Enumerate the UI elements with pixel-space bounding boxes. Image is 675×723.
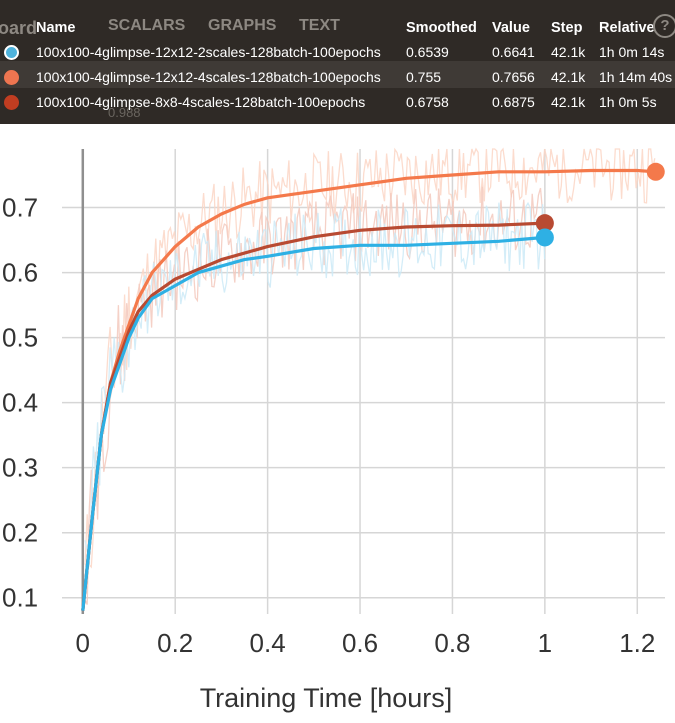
run-relative: 1h 0m 5s [599, 94, 657, 110]
run-name: 100x100-4glimpse-12x12-2scales-128batch-… [36, 44, 381, 60]
x-tick-label: 0 [76, 628, 90, 658]
run-step: 42.1k [551, 69, 586, 85]
tooltip-row: 100x100-4glimpse-8x8-4scales-128batch-10… [0, 91, 675, 117]
run-value: 0.7656 [492, 69, 535, 85]
header-value: Value [492, 20, 530, 36]
run-smoothed: 0.6758 [406, 94, 449, 110]
series-end-marker [535, 228, 554, 247]
run-step: 42.1k [551, 94, 586, 110]
run-tooltip: oard SCALARS GRAPHS TEXT 0.988 Name Smoo… [0, 0, 675, 124]
run-color-icon [4, 45, 19, 60]
tooltip-row: 100x100-4glimpse-12x12-2scales-128batch-… [0, 41, 675, 67]
run-smoothed: 0.755 [406, 69, 442, 85]
run-color-icon [4, 70, 19, 85]
run-name: 100x100-4glimpse-12x12-4scales-128batch-… [36, 69, 381, 85]
series-end-marker [646, 162, 665, 181]
chart-grid [62, 149, 665, 614]
tick-labels-layer: 0.1 0.2 0.3 0.4 0.5 0.6 0.7 0 0.2 0.4 0.6 0.8 1 1.2 [2, 193, 655, 658]
x-axis-label: Training Time [hours] [200, 683, 453, 713]
y-tick-label: 0.3 [2, 453, 38, 483]
x-tick-label: 1 [538, 628, 552, 658]
header-name: Name [36, 20, 76, 36]
y-tick-label: 0.6 [2, 258, 38, 288]
header-relative: Relative [599, 20, 655, 36]
series-line [81, 235, 546, 611]
y-tick-label: 0.4 [2, 388, 38, 418]
y-tick-label: 0.5 [2, 323, 38, 353]
tab-text[interactable]: TEXT [299, 17, 340, 34]
accuracy-chart: 0.1 0.2 0.3 0.4 0.5 0.6 0.7 0 0.2 0.4 0.6 0.8 1 1.2 T… [2, 147, 665, 713]
row-highlight-band [0, 61, 675, 88]
ghost-value: 0.988 [108, 105, 141, 120]
run-step: 42.1k [551, 44, 586, 60]
series-end-marker [535, 214, 554, 233]
tab-graphs[interactable]: GRAPHS [208, 17, 277, 34]
raw-trace [84, 201, 546, 567]
x-tick-label: 1.2 [619, 628, 655, 658]
x-tick-label: 0.4 [250, 628, 286, 658]
run-value: 0.6875 [492, 94, 535, 110]
run-name: 100x100-4glimpse-8x8-4scales-128batch-10… [36, 94, 366, 110]
raw-noise-layer [84, 147, 656, 605]
help-icon[interactable]: ? [653, 14, 675, 38]
series-line [81, 221, 545, 611]
y-tick-label: 0.7 [2, 193, 38, 223]
run-relative: 1h 14m 40s [599, 69, 673, 85]
tab-scalars[interactable]: SCALARS [108, 17, 186, 34]
raw-trace [84, 186, 546, 605]
tooltip-row: 100x100-4glimpse-12x12-4scales-128batch-… [0, 66, 675, 92]
raw-trace [84, 147, 656, 569]
run-relative: 1h 0m 14s [599, 44, 665, 60]
x-tick-label: 0.8 [434, 628, 470, 658]
smoothed-lines-layer [81, 162, 665, 611]
run-value: 0.6641 [492, 44, 535, 60]
y-tick-label: 0.1 [2, 583, 38, 613]
y-tick-label: 0.2 [2, 518, 38, 548]
run-color-icon [4, 95, 19, 110]
app-name-fragment: oard [0, 18, 38, 38]
x-tick-label: 0.6 [342, 628, 378, 658]
header-smoothed: Smoothed [406, 20, 477, 36]
x-tick-label: 0.2 [157, 628, 193, 658]
header-step: Step [551, 20, 583, 36]
run-smoothed: 0.6539 [406, 44, 449, 60]
